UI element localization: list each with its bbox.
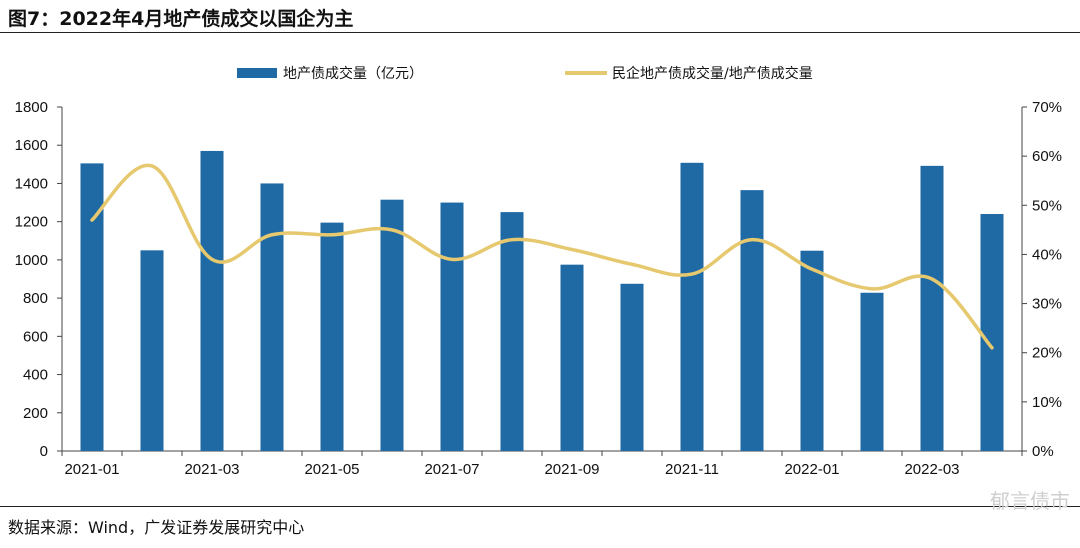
bottom-rule bbox=[0, 506, 1080, 507]
y-left-tick-label: 400 bbox=[23, 367, 48, 384]
bar bbox=[620, 283, 644, 451]
bar bbox=[920, 165, 944, 451]
legend: 地产债成交量（亿元） 民企地产债成交量/地产债成交量 bbox=[237, 65, 813, 82]
bar bbox=[140, 250, 164, 451]
y-right-tick-label: 40% bbox=[1032, 246, 1062, 263]
watermark: 郁言债市 bbox=[990, 489, 1070, 513]
y-right-tick-label: 70% bbox=[1032, 99, 1062, 116]
axes: 0 200 400 600 800 1000 1200 1400 1600 1800 0% 10% 20… bbox=[15, 99, 1062, 478]
y-left-tick-label: 1200 bbox=[15, 214, 48, 231]
bar bbox=[860, 292, 884, 451]
bar bbox=[500, 212, 524, 451]
y-right-tick-label: 50% bbox=[1032, 197, 1062, 214]
bar bbox=[440, 202, 464, 451]
line-series bbox=[90, 163, 994, 350]
bar bbox=[980, 214, 1004, 451]
y-left-tick-label: 800 bbox=[23, 290, 48, 307]
x-tick-label: 2021-07 bbox=[424, 461, 479, 478]
x-tick-label: 2021-01 bbox=[64, 461, 119, 478]
chart: 地产债成交量（亿元） 民企地产债成交量/地产债成交量 0 200 400 600 800… bbox=[15, 65, 1062, 478]
legend-label-line: 民企地产债成交量/地产债成交量 bbox=[612, 65, 813, 82]
y-left-tick-label: 600 bbox=[23, 328, 48, 345]
x-tick-label: 2021-05 bbox=[304, 461, 359, 478]
bar-series bbox=[80, 150, 1004, 451]
figure-title: 图7：2022年4月地产债成交以国企为主 bbox=[8, 8, 354, 30]
bar bbox=[740, 190, 764, 451]
x-tick-label: 2022-01 bbox=[784, 461, 839, 478]
bar bbox=[260, 183, 284, 451]
y-left-tick-label: 200 bbox=[23, 405, 48, 422]
y-right-tick-label: 60% bbox=[1032, 148, 1062, 165]
bar bbox=[800, 250, 824, 451]
bar bbox=[80, 163, 104, 451]
bar bbox=[560, 264, 584, 451]
y-right-tick-label: 10% bbox=[1032, 394, 1062, 411]
top-rule bbox=[0, 32, 1080, 33]
x-tick-label: 2021-11 bbox=[665, 461, 719, 478]
bar bbox=[680, 162, 704, 451]
y-left-tick-label: 1000 bbox=[15, 252, 48, 269]
y-right-tick-label: 30% bbox=[1032, 296, 1062, 313]
bar bbox=[380, 199, 404, 451]
legend-label-bar: 地产债成交量（亿元） bbox=[283, 65, 423, 82]
y-left-tick-label: 1400 bbox=[15, 175, 48, 192]
source-note: 数据来源：Wind，广发证券发展研究中心 bbox=[8, 518, 305, 537]
bar bbox=[320, 222, 344, 451]
y-left-tick-label: 1600 bbox=[15, 137, 48, 154]
bar bbox=[200, 150, 224, 451]
x-tick-label: 2022-03 bbox=[904, 461, 959, 478]
x-tick-label: 2021-03 bbox=[184, 461, 239, 478]
legend-swatch-bar bbox=[237, 68, 277, 78]
series-line bbox=[90, 163, 994, 350]
y-left-tick-label: 1800 bbox=[15, 99, 48, 116]
y-right-tick-label: 0% bbox=[1032, 443, 1054, 460]
y-left-tick-label: 0 bbox=[40, 443, 48, 460]
x-tick-label: 2021-09 bbox=[544, 461, 599, 478]
y-right-tick-label: 20% bbox=[1032, 345, 1062, 362]
